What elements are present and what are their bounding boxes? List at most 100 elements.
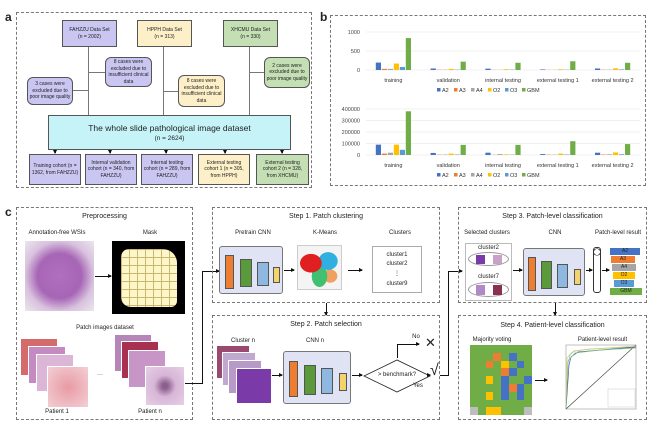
legend-swatch — [522, 173, 526, 177]
exclusion-box: 2 cases were excluded due to poor image … — [264, 57, 310, 88]
bar-a4 — [497, 154, 503, 155]
x-tick-label: internal testing — [485, 163, 521, 169]
vote-cell — [516, 384, 525, 392]
vote-cell — [501, 368, 509, 377]
bar-gbm — [570, 61, 576, 70]
accept-icon: √ — [430, 362, 439, 379]
legend-label: O3 — [510, 88, 517, 94]
vote-cell — [501, 407, 509, 416]
bar-gbm — [460, 144, 466, 155]
class-bar-o2: O2 — [613, 272, 635, 279]
vote-cell — [516, 368, 525, 377]
reject-icon: ✕ — [425, 335, 436, 350]
roc-curve-plot — [565, 344, 637, 410]
step4-frame — [458, 315, 647, 420]
x-tick-label: external testing 1 — [537, 163, 579, 169]
class-bar-o3: O3 — [614, 280, 634, 287]
vote-cell — [477, 368, 486, 377]
cnn-n-diagram — [283, 351, 351, 404]
combined-count: (n = 2624) — [154, 134, 185, 142]
dataset-name: XHCMU Data Set — [230, 27, 271, 33]
bar-gbm — [460, 61, 466, 70]
step2-title: Step 2. Patch selection — [290, 321, 362, 328]
vote-cell — [485, 368, 494, 377]
bar-gbm — [515, 62, 521, 70]
cluster-item: cluster1 — [386, 252, 408, 258]
panel-a-label: a — [5, 10, 12, 24]
y-tick-label: 300000 — [342, 119, 360, 125]
vote-cell — [485, 345, 494, 353]
step2-frame — [212, 315, 440, 420]
bar-o2 — [448, 68, 454, 70]
vote-cell — [493, 352, 501, 361]
vote-cell — [493, 345, 501, 353]
pretrain-cnn-diagram — [219, 246, 283, 294]
class-bar-a2: A2 — [610, 248, 640, 255]
dataset-xhcmu: XHCMU Data Set (n = 330) — [223, 20, 278, 47]
vote-cell — [493, 384, 501, 392]
vote-cell — [524, 345, 532, 353]
bar-o2 — [558, 153, 564, 155]
preprocessing-frame — [16, 207, 193, 420]
vote-cell — [477, 384, 486, 392]
x-tick-label: training — [384, 163, 402, 169]
legend-swatch — [488, 173, 492, 177]
bar-o3 — [619, 154, 625, 155]
x-tick-label: internal testing — [485, 78, 521, 84]
legend-label: GBM — [527, 173, 540, 179]
kmeans-scatter — [297, 245, 342, 290]
class-bar-gbm: GBM — [610, 288, 642, 295]
selected-clusters-label: Selected clusters — [464, 230, 510, 236]
vote-cell — [524, 360, 532, 369]
step1-title: Step 1. Patch clustering — [289, 213, 363, 220]
vote-cell — [493, 407, 501, 416]
legend-swatch — [471, 88, 475, 92]
patch-dataset-label: Patch images dataset — [76, 325, 134, 331]
bar-a2 — [430, 152, 436, 155]
vote-cell — [470, 345, 478, 353]
cluster-n-label: Cluster n — [230, 338, 255, 344]
legend-swatch — [488, 88, 492, 92]
vote-cell — [501, 376, 509, 384]
legend-label: A2 — [442, 88, 449, 94]
vote-cell — [470, 352, 478, 361]
y-tick-label: 100000 — [342, 142, 360, 148]
bar-a2 — [595, 152, 601, 155]
vote-cell — [501, 345, 509, 353]
patient-n-label: Patient n — [138, 409, 162, 415]
vote-cell — [524, 376, 532, 384]
y-tick-label: 0 — [357, 68, 360, 74]
cluster-a-label: cluster2 — [477, 245, 499, 251]
wsi-label: Annotation-free WSIs — [28, 230, 86, 236]
bar-a2 — [595, 68, 601, 70]
panel-c-label: c — [5, 205, 12, 219]
vote-cell — [470, 399, 478, 408]
legend-label: A3 — [459, 173, 466, 179]
legend-label: A4 — [476, 173, 483, 179]
bar-a2 — [485, 152, 491, 155]
bar-gbm — [570, 141, 576, 155]
wsi-image — [25, 241, 94, 311]
vote-cell — [508, 399, 517, 408]
vote-cell — [485, 352, 494, 361]
bar-o2 — [448, 153, 454, 155]
vote-cell — [493, 368, 501, 377]
legend-label: A4 — [476, 88, 483, 94]
cnn-label: CNN — [548, 230, 562, 236]
no-label: No — [412, 334, 420, 340]
bar-o2 — [503, 154, 509, 155]
bar-a2 — [375, 144, 381, 155]
cohort-internal-validation: Internal validation cohort (n = 340, fro… — [85, 154, 137, 185]
legend-label: O3 — [510, 173, 517, 179]
vote-cell — [516, 391, 525, 400]
class-bar-a3: A3 — [611, 256, 635, 263]
cohort-external-testing-1: External testing cohort 1 (n = 305, from… — [198, 154, 250, 185]
bar-a2 — [430, 68, 436, 70]
x-tick-label: validation — [437, 78, 460, 84]
vote-cell — [477, 407, 486, 416]
legend-swatch — [437, 88, 441, 92]
step1-frame — [212, 207, 440, 303]
exclusion-box: 8 cases were excluded due to insufficien… — [178, 75, 225, 107]
vote-cell — [501, 399, 509, 408]
vote-cell — [485, 384, 494, 392]
